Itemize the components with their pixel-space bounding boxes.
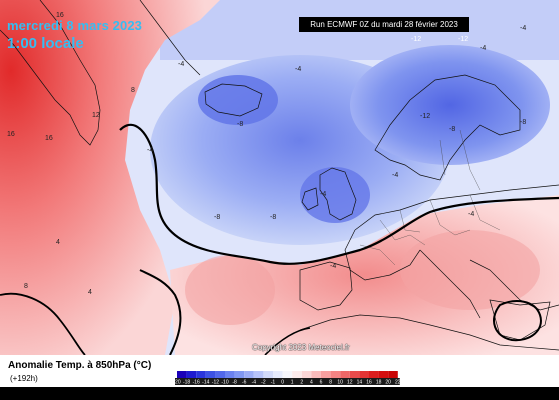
legend-title: Anomalie Temp. à 850hPa (°C) (8, 360, 152, 371)
valid-time: 1:00 locale (7, 35, 84, 52)
contour-label: -4 (330, 263, 336, 270)
contour-label: -12 (411, 36, 421, 43)
contour-label: -4 (147, 147, 153, 154)
scale-swatch (234, 371, 245, 378)
warm-core-azores (185, 255, 275, 325)
contour-label: -4 (520, 25, 526, 32)
copyright-notice: Copyright 2023 Meteociel.fr (252, 343, 350, 352)
run-label: Run ECMWF 0Z du mardi 28 février 2023 (299, 17, 469, 32)
contour-label: 16 (56, 12, 64, 19)
scale-swatch (186, 371, 197, 378)
contour-label: 4 (56, 239, 60, 246)
scale-swatch (196, 371, 206, 378)
contour-label: -8 (214, 214, 220, 221)
scale-swatch (253, 371, 264, 378)
contour-label: -8 (237, 121, 243, 128)
contour-label: -4 (468, 211, 474, 218)
scale-tick-label: -1 (271, 380, 276, 386)
scale-swatch (340, 371, 350, 378)
contour-label: 8 (24, 283, 28, 290)
cold-core-iceland (198, 75, 278, 125)
valid-date: mercredi 8 mars 2023 (7, 18, 142, 33)
scale-tick-label: -8 (232, 380, 237, 386)
zero-contour-morocco (264, 327, 311, 355)
contour-label: -8 (270, 214, 276, 221)
cold-core-uk (300, 167, 370, 223)
map-frame: 16 -12 16 12 16 4 -8 -8 -8 -4 -4 -4 -4 -… (0, 0, 559, 355)
contour-label: 4 (88, 289, 92, 296)
contour-label: -8 (449, 126, 455, 133)
scale-tick-label: 18 (376, 380, 382, 386)
zero-contour-south (139, 269, 182, 355)
scale-swatch (388, 371, 398, 378)
contour-label: -12 (420, 113, 430, 120)
contour-label: 8 (131, 87, 135, 94)
scale-tick-label: -10 (221, 380, 228, 386)
contour-label: -4 (320, 191, 326, 198)
legend-panel: Anomalie Temp. à 850hPa (°C) (+192h) -20… (0, 355, 559, 387)
scale-tick-label: 4 (310, 380, 313, 386)
scale-label-band (175, 378, 400, 385)
zero-contour-main (119, 123, 559, 265)
scale-tick-label: -16 (193, 380, 200, 386)
warm-core-balkans (400, 230, 540, 310)
scale-tick-label: 16 (366, 380, 372, 386)
scale-tick-label: -20 (175, 380, 181, 386)
contour-label: -4 (295, 66, 301, 73)
contour-label: 16 (7, 131, 15, 138)
scale-swatch (378, 371, 389, 378)
scale-tick-label: 20 (385, 380, 391, 386)
scale-swatch (301, 371, 312, 378)
scale-tick-label: -14 (202, 380, 209, 386)
scale-swatch (292, 371, 302, 378)
scale-swatch (177, 371, 187, 378)
scale-tick-label: 22 (395, 380, 401, 386)
bottom-bar (0, 387, 559, 400)
zero-contour-southwest (0, 292, 86, 355)
warm-anomaly-west (0, 0, 220, 355)
contour-labels: 16 -12 16 12 16 4 -8 -8 -8 -4 -4 -4 -4 -… (7, 12, 526, 296)
contour-label: -12 (458, 36, 468, 43)
scale-swatch (263, 371, 273, 378)
color-scale: -20-18-16-14-12-10-8-6-4-2-1012468101214… (175, 371, 401, 386)
scale-tick-label: -18 (183, 380, 190, 386)
scale-swatch (225, 371, 235, 378)
contour-label: 16 (45, 135, 53, 142)
forecast-hour: (+192h) (10, 374, 38, 383)
scale-tick-label: 0 (281, 380, 284, 386)
scale-tick-label: 12 (347, 380, 353, 386)
scale-tick-label: 8 (329, 380, 332, 386)
scale-swatch (311, 371, 321, 378)
scale-swatch (321, 371, 331, 378)
contour-label: -4 (392, 172, 398, 179)
zero-contour-cyprus (493, 300, 542, 342)
scale-tick-label: 1 (291, 380, 294, 386)
scale-tick-label: 2 (300, 380, 303, 386)
anomaly-map: 16 -12 16 12 16 4 -8 -8 -8 -4 -4 -4 -4 -… (0, 0, 559, 355)
scale-swatch (215, 371, 225, 378)
cold-anomaly-scandinavia (350, 45, 550, 165)
scale-swatch (282, 371, 293, 378)
scale-tick-label: -12 (212, 380, 219, 386)
scale-swatch (273, 371, 283, 378)
scale-swatch (359, 371, 369, 378)
scale-swatch (369, 371, 379, 378)
scale-tick-label: -2 (261, 380, 266, 386)
scale-swatch (330, 371, 341, 378)
contour-label: 12 (92, 112, 100, 119)
scale-swatch (349, 371, 360, 378)
scale-tick-label: 6 (320, 380, 323, 386)
scale-tick-label: 14 (357, 380, 363, 386)
scale-tick-label: -6 (242, 380, 247, 386)
contour-label: -4 (178, 61, 184, 68)
scale-tick-label: -4 (252, 380, 257, 386)
scale-swatch (244, 371, 254, 378)
contour-label: -4 (480, 45, 486, 52)
scale-tick-label: 10 (337, 380, 343, 386)
contour-label: -8 (520, 119, 526, 126)
scale-swatch (205, 371, 216, 378)
